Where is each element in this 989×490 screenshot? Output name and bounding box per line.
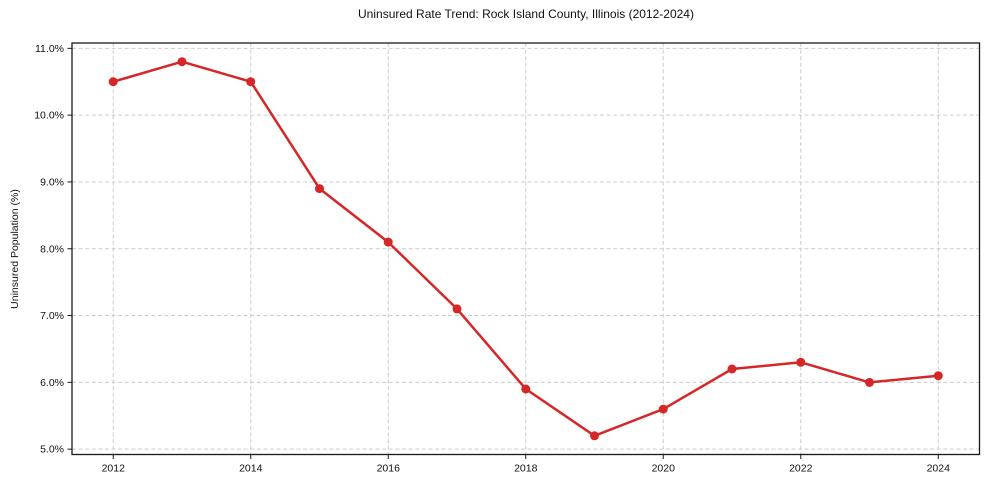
x-tick-label: 2014 <box>239 463 263 475</box>
data-point-2017 <box>452 304 462 314</box>
x-tick-label: 2018 <box>514 463 538 475</box>
data-point-2023 <box>865 377 874 387</box>
x-tick-label: 2012 <box>102 463 126 475</box>
x-tick-label: 2016 <box>377 463 401 475</box>
data-point-2022 <box>796 357 806 367</box>
y-tick-label: 6.0% <box>40 377 64 389</box>
data-point-2014 <box>246 77 256 87</box>
x-tick-label: 2020 <box>652 463 676 475</box>
x-tick-label: 2022 <box>789 463 813 475</box>
x-tick-label: 2024 <box>927 463 951 475</box>
y-tick-label: 7.0% <box>40 310 64 322</box>
chart-title: Uninsured Rate Trend: Rock Island County… <box>358 7 694 21</box>
data-point-2021 <box>727 364 737 374</box>
y-tick-label: 11.0% <box>35 43 64 55</box>
data-point-2016 <box>383 237 393 247</box>
y-tick-label: 5.0% <box>40 444 64 456</box>
data-point-2020 <box>658 404 668 414</box>
data-point-2019 <box>590 431 599 441</box>
y-tick-label: 9.0% <box>40 176 64 188</box>
y-tick-label: 10.0% <box>34 110 64 122</box>
data-point-2024 <box>933 371 943 381</box>
data-point-2013 <box>177 57 187 67</box>
data-point-2018 <box>521 384 531 394</box>
data-point-2012 <box>108 77 118 87</box>
y-tick-label: 8.0% <box>40 243 64 255</box>
data-point-2015 <box>315 184 324 194</box>
